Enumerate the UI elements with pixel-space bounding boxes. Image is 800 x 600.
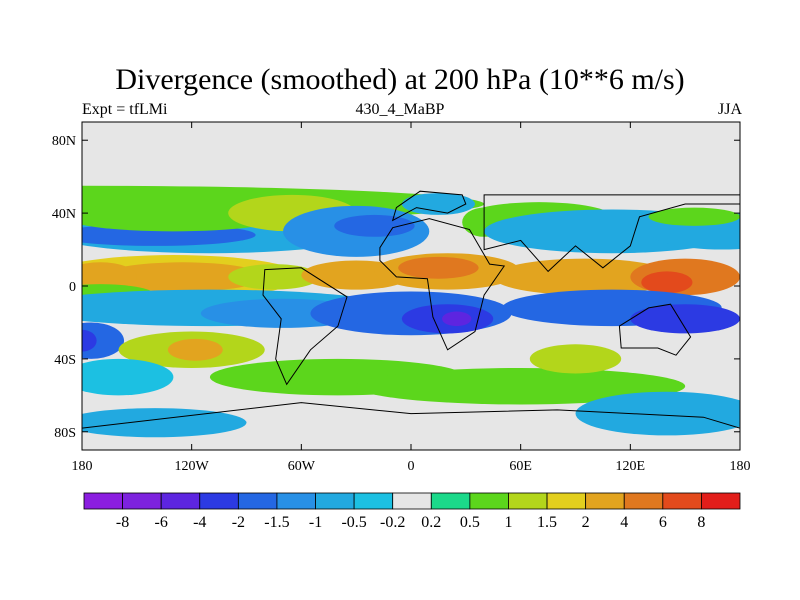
experiment-label: Expt = tfLMi <box>82 101 168 118</box>
coastline-asia <box>483 194 740 273</box>
coastline-antarctica <box>82 402 740 450</box>
contour-region <box>82 322 125 359</box>
y-tick-label: 0 <box>69 280 76 295</box>
contour-region <box>228 264 320 290</box>
colorbar-label: -6 <box>155 514 168 531</box>
colorbar-label: 1 <box>504 514 512 531</box>
colorbar-swatch <box>237 492 278 510</box>
x-tick-label: 60W <box>288 459 316 474</box>
colorbar-swatch <box>315 492 355 510</box>
colorbar-label: 0.5 <box>460 514 480 531</box>
colorbar-swatch <box>392 492 432 510</box>
colorbar-swatch <box>353 492 394 510</box>
colorbar-swatch <box>83 492 123 510</box>
colorbar-label: 1.5 <box>537 514 557 531</box>
contour-region <box>442 311 472 327</box>
coastline-africa <box>379 218 506 351</box>
colorbar-swatch <box>623 492 664 510</box>
colorbar-label: -2 <box>232 514 245 531</box>
x-tick-label: 180 <box>72 459 93 474</box>
colorbar-label: 0.2 <box>421 514 441 531</box>
y-tick-label: 40N <box>52 207 76 222</box>
contour-region <box>167 338 223 361</box>
contour-region <box>82 329 97 352</box>
colorbar-swatch <box>546 492 587 510</box>
contour-fills <box>82 185 740 438</box>
contour-region <box>529 344 622 374</box>
contour-region <box>401 193 475 215</box>
colorbar-label: 2 <box>582 514 590 531</box>
colorbar-swatch <box>701 492 741 510</box>
contour-region <box>575 391 740 436</box>
colorbar-label: 8 <box>697 514 705 531</box>
coastline-south-america <box>262 267 348 386</box>
contour-region <box>100 262 265 292</box>
colorbar-label: -1.5 <box>264 514 289 531</box>
colorbar-label: -0.2 <box>380 514 405 531</box>
chart-title: Divergence (smoothed) at 200 hPa (10**6 … <box>115 63 685 96</box>
axes: 180 120W 60W 0 60E 120E 180 80N 40N 0 40S 80S <box>52 122 751 474</box>
y-tick-label: 80N <box>52 134 76 149</box>
colorbar-swatch <box>160 492 201 510</box>
contour-region <box>82 358 174 396</box>
contour-region <box>334 214 415 237</box>
colorbar-swatch <box>662 492 702 510</box>
y-tick-label: 40S <box>54 353 76 368</box>
colorbar-swatch <box>508 492 548 510</box>
contour-region <box>641 271 693 294</box>
colorbar-swatch <box>276 492 316 510</box>
colorbar-label: 6 <box>659 514 667 531</box>
contour-region <box>398 256 479 279</box>
y-tick-label: 80S <box>54 426 76 441</box>
colorbar-label: 4 <box>620 514 628 531</box>
coastlines <box>82 190 740 450</box>
contour-region <box>493 258 677 296</box>
coastline-europe <box>391 190 467 222</box>
x-tick-label: 60E <box>509 459 532 474</box>
colorbar-label: -0.5 <box>341 514 366 531</box>
colorbar-swatch <box>430 492 471 510</box>
contour-region <box>648 207 740 226</box>
season-label: JJA <box>717 101 742 118</box>
colorbar-label: -4 <box>193 514 206 531</box>
contour-region <box>630 304 740 334</box>
colorbar-swatch <box>469 492 509 510</box>
contour-region <box>82 408 247 438</box>
x-tick-label: 120W <box>175 459 210 474</box>
contour-region <box>356 368 686 405</box>
x-tick-label: 120E <box>616 459 646 474</box>
coastline-australia <box>618 303 692 356</box>
x-tick-label: 0 <box>408 459 415 474</box>
x-tick-label: 180 <box>730 459 751 474</box>
colorbar-swatch <box>199 492 239 510</box>
colorbar-label: -8 <box>116 514 129 531</box>
colorbar-swatch <box>122 492 162 510</box>
contour-region <box>82 262 137 292</box>
colorbar-swatch <box>585 492 625 510</box>
run-label: 430_4_MaBP <box>355 101 445 118</box>
colorbar: -8 -6 -4 -2 -1.5 -1 -0.5 -0.2 0.2 0.5 1 1.5 2 4 6 8 <box>83 492 741 531</box>
colorbar-label: -1 <box>309 514 322 531</box>
